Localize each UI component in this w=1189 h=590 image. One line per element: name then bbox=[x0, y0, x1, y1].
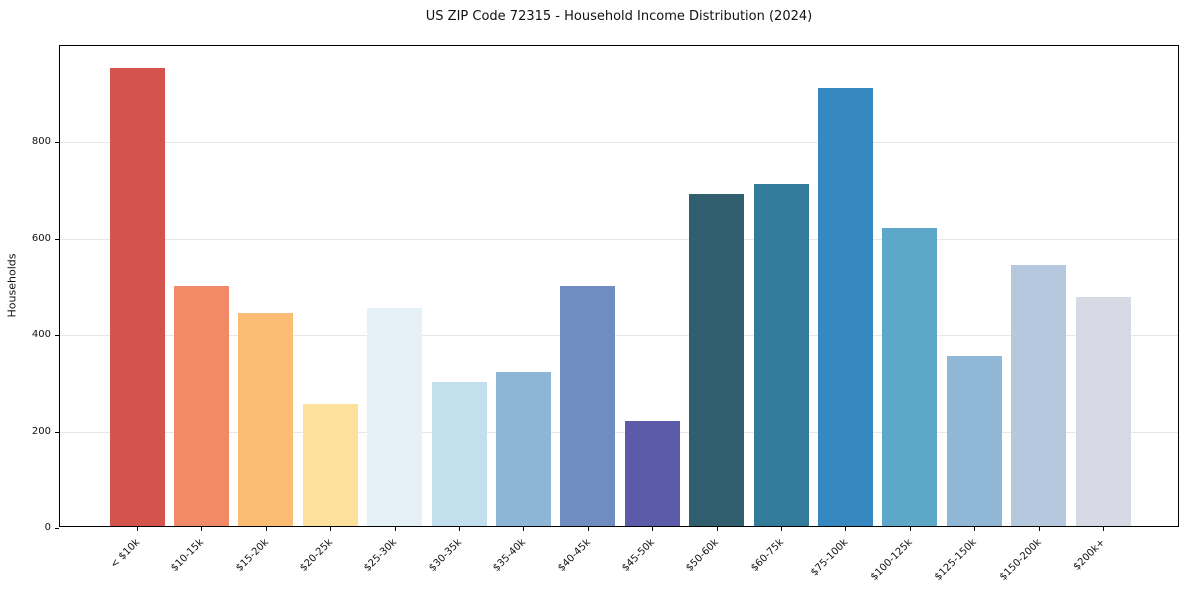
x-axis-tick bbox=[652, 527, 654, 531]
x-tick-label: $25-30k bbox=[362, 537, 400, 574]
x-tick-label: $60-75k bbox=[748, 537, 786, 574]
bar-60-75k bbox=[753, 183, 809, 526]
x-tick-label: $125-150k bbox=[933, 537, 979, 583]
x-tick-label: $40-45k bbox=[555, 537, 593, 574]
y-axis-tick bbox=[55, 238, 59, 240]
x-tick-label: $20-25k bbox=[298, 537, 335, 574]
x-axis-tick bbox=[137, 527, 138, 531]
chart-title: US ZIP Code 72315 - Household Income Dis… bbox=[425, 9, 813, 24]
x-tick-label: $75-100k bbox=[808, 537, 851, 579]
bar-35-40k bbox=[495, 371, 551, 526]
bar-50-60k bbox=[689, 194, 745, 526]
bar-15-20k bbox=[238, 313, 294, 526]
bar-150-200k bbox=[1011, 264, 1067, 526]
x-tick-label: $15-20k bbox=[233, 537, 271, 574]
x-axis-tick bbox=[201, 527, 203, 531]
x-axis-tick bbox=[716, 527, 718, 531]
bar-25-30k bbox=[367, 308, 423, 526]
x-tick-label: < $10k bbox=[108, 537, 142, 571]
x-axis-tick bbox=[265, 527, 267, 531]
x-axis-tick bbox=[974, 527, 976, 531]
bar-10-15k bbox=[173, 286, 229, 526]
y-tick-label: 800 bbox=[31, 136, 51, 148]
x-axis-tick bbox=[459, 527, 460, 531]
x-axis-tick bbox=[845, 527, 847, 531]
gridline bbox=[60, 238, 1178, 240]
x-tick-label: $100-125k bbox=[868, 537, 915, 583]
y-axis-tick bbox=[55, 335, 59, 337]
x-axis-tick bbox=[330, 527, 332, 531]
x-tick-label: $30-35k bbox=[426, 537, 464, 574]
x-axis-tick bbox=[1103, 527, 1104, 531]
x-axis-tick bbox=[1038, 527, 1040, 531]
bar-20-25k bbox=[302, 403, 358, 526]
y-axis-tick bbox=[55, 528, 59, 529]
y-tick-label: 600 bbox=[31, 232, 51, 244]
x-axis-tick bbox=[909, 527, 911, 531]
x-tick-label: $200k+ bbox=[1071, 537, 1108, 573]
x-axis-tick bbox=[781, 527, 782, 531]
bar-10k bbox=[109, 68, 165, 526]
bar-125-150k bbox=[946, 355, 1002, 526]
x-axis-tick bbox=[523, 527, 525, 531]
gridline bbox=[60, 431, 1178, 433]
x-tick-label: $50-60k bbox=[684, 537, 722, 574]
bar-30-35k bbox=[431, 381, 487, 526]
gridline bbox=[60, 335, 1178, 337]
x-tick-label: $150-200k bbox=[997, 537, 1044, 583]
bar-40-45k bbox=[560, 286, 616, 526]
y-tick-label: 400 bbox=[31, 329, 51, 341]
x-axis-tick bbox=[587, 527, 589, 531]
x-tick-label: $10-15k bbox=[169, 537, 207, 574]
plot-area: 0 200 400 600 800 < $10k $10-15k $15-20k $20-25k… bbox=[32, 45, 1179, 583]
y-axis-tick bbox=[55, 431, 59, 433]
gridline bbox=[60, 142, 1178, 144]
x-tick-label: $35-40k bbox=[491, 537, 529, 574]
bar-200k bbox=[1075, 297, 1131, 526]
x-tick-label: $45-50k bbox=[620, 537, 657, 574]
x-axis-tick bbox=[394, 527, 396, 531]
bar-100-125k bbox=[882, 228, 938, 526]
y-axis-label: Households bbox=[5, 253, 19, 318]
y-axis-tick bbox=[55, 142, 59, 144]
y-tick-label: 0 bbox=[44, 522, 51, 533]
y-tick-label: 200 bbox=[31, 425, 51, 437]
bar-45-50k bbox=[624, 420, 680, 526]
bar-75-100k bbox=[817, 88, 873, 526]
